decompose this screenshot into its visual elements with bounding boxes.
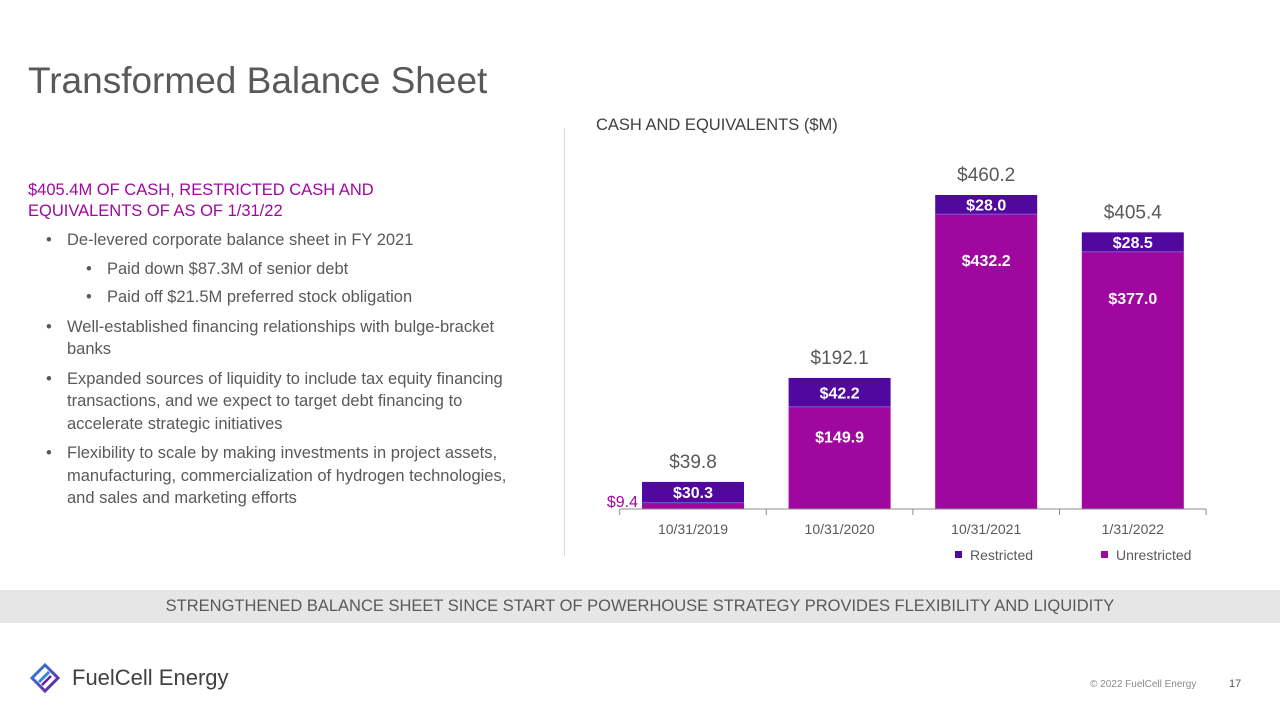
- bullet-item: De-levered corporate balance sheet in FY…: [28, 229, 508, 252]
- legend-label: Restricted: [970, 547, 1033, 563]
- total-label: $460.2: [957, 165, 1015, 186]
- bar-unrestricted: [1081, 251, 1184, 509]
- data-label-restricted: $42.2: [820, 385, 860, 402]
- total-label: $39.8: [669, 452, 717, 473]
- data-label-restricted: $28.5: [1113, 235, 1153, 252]
- vertical-divider: [564, 128, 565, 556]
- legend-swatch: [955, 551, 962, 558]
- data-label-unrestricted: $149.9: [815, 430, 864, 447]
- x-tick-label: 10/31/2019: [658, 521, 728, 537]
- bar-restricted: [935, 195, 1038, 215]
- sub-bullet-item: Paid off $21.5M preferred stock obligati…: [28, 286, 508, 309]
- legend-swatch: [1101, 551, 1108, 558]
- legend-label: Unrestricted: [1116, 547, 1191, 563]
- copyright: © 2022 FuelCell Energy: [1090, 679, 1197, 690]
- x-tick-label: 10/31/2020: [805, 521, 875, 537]
- page-number: 17: [1229, 678, 1242, 690]
- fuelcell-logo-icon: [30, 663, 60, 693]
- sub-bullet-item: Paid down $87.3M of senior debt: [28, 258, 508, 281]
- page-title: Transformed Balance Sheet: [28, 60, 488, 101]
- total-label: $405.4: [1104, 202, 1163, 223]
- data-label-unrestricted: $377.0: [1108, 291, 1157, 308]
- x-tick-label: 1/31/2022: [1102, 521, 1164, 537]
- bar-unrestricted: [642, 502, 744, 509]
- data-label-restricted: $28.0: [966, 198, 1006, 215]
- bar-restricted: [1081, 232, 1184, 252]
- takeaway-banner: STRENGTHENED BALANCE SHEET SINCE START O…: [0, 590, 1280, 623]
- summary-panel: $405.4M OF CASH, RESTRICTED CASH AND EQU…: [28, 180, 508, 510]
- data-label-unrestricted: $9.4: [607, 494, 638, 511]
- bullet-item: Expanded sources of liquidity to include…: [28, 368, 508, 436]
- bullet-item: Well-established financing relationships…: [28, 316, 508, 361]
- data-label-restricted: $30.3: [673, 485, 713, 502]
- total-label: $192.1: [811, 348, 869, 369]
- company-logo: FuelCell Energy: [30, 663, 229, 693]
- bar-unrestricted: [935, 214, 1038, 509]
- summary-headline: $405.4M OF CASH, RESTRICTED CASH AND EQU…: [28, 181, 374, 220]
- chart-title: CASH AND EQUIVALENTS ($M): [596, 116, 838, 134]
- logo-text: FuelCell Energy: [72, 665, 229, 690]
- data-label-unrestricted: $432.2: [962, 253, 1011, 270]
- cash-stacked-bar-chart: $30.3 $9.4 $39.8 10/31/2019 $42.2 $149.9 $192.…: [607, 165, 1207, 563]
- bullet-list: De-levered corporate balance sheet in FY…: [28, 229, 508, 510]
- bullet-item: Flexibility to scale by making investmen…: [28, 442, 508, 510]
- bar-restricted: [642, 481, 744, 503]
- bar-unrestricted: [788, 406, 891, 509]
- bar-restricted: [788, 377, 891, 407]
- x-tick-label: 10/31/2021: [951, 521, 1021, 537]
